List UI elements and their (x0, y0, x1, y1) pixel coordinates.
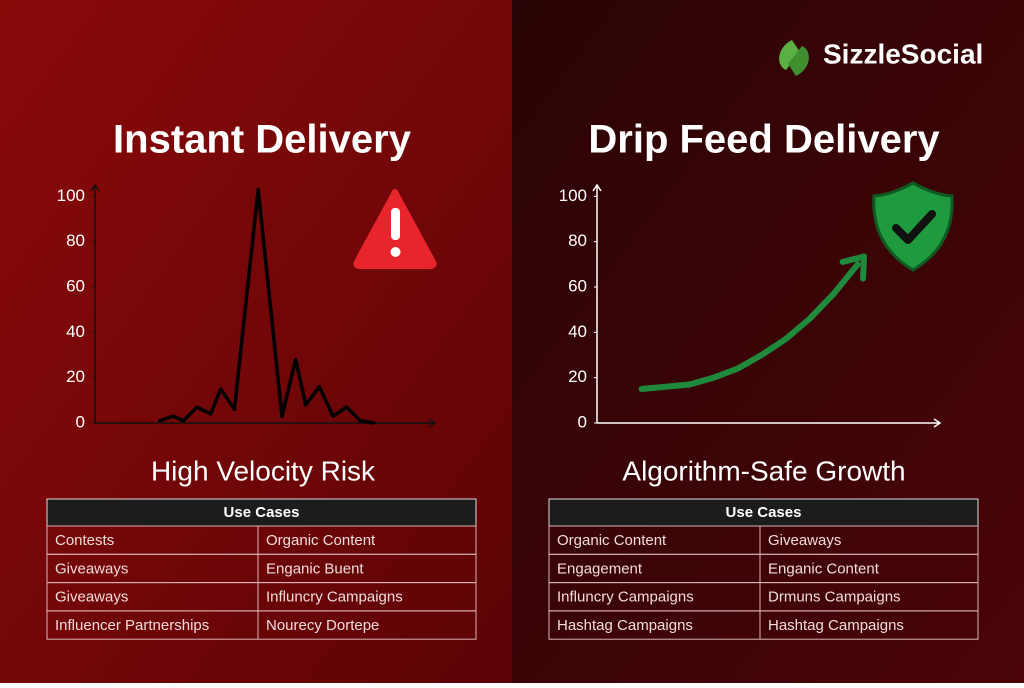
table-cell: Nourecy Dortepe (266, 617, 379, 634)
y-tick-label: 80 (66, 231, 85, 250)
table-cell: Giveaways (55, 589, 128, 606)
y-tick-label: 60 (568, 276, 587, 295)
y-tick-label: 80 (568, 231, 587, 250)
data-line (157, 187, 376, 425)
table-cell: Hashtag Campaigns (557, 617, 693, 634)
y-tick-label: 0 (578, 412, 587, 431)
y-axis-arrow (592, 183, 602, 192)
y-tick-label: 0 (76, 412, 85, 431)
table-cell: Giveaways (768, 532, 841, 549)
table-cell: Organic Content (266, 532, 376, 549)
y-axis-arrow (90, 183, 100, 192)
warning-icon (353, 189, 437, 269)
arrow-head (839, 253, 867, 282)
table-header-bg (548, 498, 979, 527)
y-tick-label: 60 (66, 276, 85, 295)
table-cell: Contests (55, 532, 114, 549)
table-cell: Enganic Content (768, 560, 880, 577)
chart-subtitle: High Velocity Risk (151, 455, 376, 486)
chart-title: Instant Delivery (113, 118, 412, 162)
table-header: Use Cases (224, 504, 300, 521)
y-tick-label: 40 (66, 322, 85, 341)
data-line (638, 261, 861, 392)
shield-icon (872, 181, 954, 272)
table-cell: Drmuns Campaigns (768, 589, 901, 606)
chart-subtitle: Algorithm-Safe Growth (622, 455, 905, 486)
x-axis-arrow (933, 418, 942, 428)
brand: SizzleSocial (823, 38, 983, 69)
table-row (548, 610, 979, 640)
table-header: Use Cases (726, 504, 802, 521)
table-cell: Engagement (557, 560, 643, 577)
x-axis-arrow (428, 418, 437, 428)
table-cell: Influencer Partnerships (55, 617, 209, 634)
table-cell: Hashtag Campaigns (768, 617, 904, 634)
table-cell: Influncry Campaigns (557, 589, 694, 606)
right-panel (512, 0, 1024, 683)
table-cell: Influncry Campaigns (266, 589, 403, 606)
table-cell: Enganic Buent (266, 560, 364, 577)
chart-title: Drip Feed Delivery (588, 118, 940, 162)
left-panel (0, 0, 512, 683)
table-cell: Giveaways (55, 560, 128, 577)
y-tick-label: 20 (66, 367, 85, 386)
table-cell: Organic Content (557, 532, 667, 549)
y-tick-label: 40 (568, 322, 587, 341)
y-tick-label: 100 (559, 186, 587, 205)
y-tick-label: 20 (568, 367, 587, 386)
table-row (46, 610, 477, 640)
logo-icon (779, 40, 809, 76)
y-tick-label: 100 (57, 186, 85, 205)
